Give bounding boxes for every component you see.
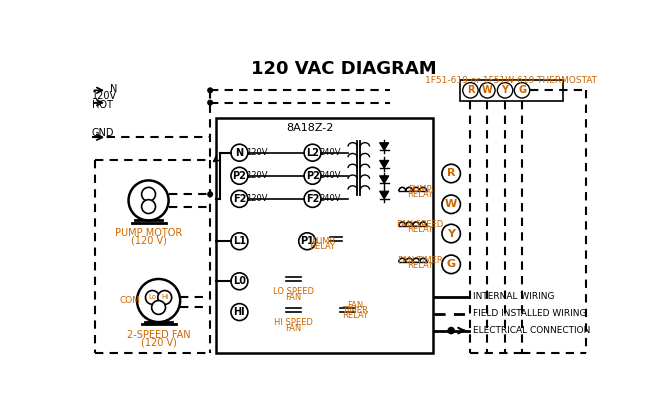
Circle shape [299,233,316,250]
Text: 120V: 120V [247,171,268,180]
Text: 120V: 120V [92,91,117,101]
Circle shape [141,200,155,214]
Text: PUMP: PUMP [409,185,432,194]
Circle shape [141,187,155,201]
Text: R: R [447,168,456,178]
Text: FIELD INSTALLED WIRING: FIELD INSTALLED WIRING [473,309,586,318]
Circle shape [463,83,478,98]
Text: FAN: FAN [285,323,302,333]
Circle shape [208,192,212,197]
Circle shape [304,190,321,207]
Text: L2: L2 [306,147,319,158]
Text: P2: P2 [306,171,320,181]
Circle shape [231,167,248,184]
Polygon shape [380,160,389,168]
Circle shape [129,181,169,220]
Circle shape [208,88,212,93]
Circle shape [137,279,180,322]
Circle shape [448,328,454,334]
Text: L1: L1 [233,236,246,246]
Text: 1F51-619 or 1F51W-619 THERMOSTAT: 1F51-619 or 1F51W-619 THERMOSTAT [425,76,597,85]
Text: 240V: 240V [320,171,341,180]
Text: N: N [110,84,117,94]
Text: INTERNAL WIRING: INTERNAL WIRING [473,292,554,301]
Circle shape [231,273,248,290]
Circle shape [231,233,248,250]
Circle shape [231,190,248,207]
Bar [216,118,433,353]
Circle shape [442,164,460,183]
Text: R: R [467,85,474,95]
Circle shape [231,304,248,321]
Text: HI SPEED: HI SPEED [274,318,313,327]
Text: 8A18Z-2: 8A18Z-2 [286,124,333,133]
Text: FAN: FAN [285,293,302,302]
Circle shape [480,83,495,98]
Text: Lo: Lo [149,295,156,300]
Text: Y: Y [502,85,509,95]
Text: HOT: HOT [92,100,113,110]
Text: RELAY: RELAY [407,190,433,199]
Text: COM: COM [119,296,141,305]
Text: PUMP MOTOR: PUMP MOTOR [115,228,182,238]
Text: P1: P1 [300,236,314,246]
Circle shape [497,83,513,98]
Text: FAN SPEED: FAN SPEED [397,220,444,229]
Text: F2: F2 [306,194,320,204]
Text: W: W [482,85,492,95]
Text: RELAY: RELAY [310,242,336,251]
Polygon shape [380,191,389,199]
Text: 2-SPEED FAN: 2-SPEED FAN [127,330,190,340]
Text: 120V: 120V [247,148,268,157]
Circle shape [304,167,321,184]
Text: 240V: 240V [320,194,341,203]
Text: HI: HI [234,307,245,317]
Polygon shape [380,143,389,150]
Circle shape [515,83,530,98]
Text: G: G [518,85,526,95]
Text: Y: Y [447,228,455,238]
Text: PUMP: PUMP [311,237,334,246]
Text: 240V: 240V [320,148,341,157]
Circle shape [442,255,460,274]
Circle shape [304,144,321,161]
Text: F2: F2 [232,194,246,204]
Text: P2: P2 [232,171,247,181]
Circle shape [158,290,172,304]
Text: 120 VAC DIAGRAM: 120 VAC DIAGRAM [251,60,436,78]
Text: ELECTRICAL CONNECTION: ELECTRICAL CONNECTION [473,326,590,335]
Circle shape [442,195,460,214]
Circle shape [231,144,248,161]
Bar [460,80,563,101]
Text: (120 V): (120 V) [131,236,167,246]
Circle shape [151,300,165,314]
Text: FAN TIMER: FAN TIMER [398,256,443,265]
Text: L0: L0 [233,276,246,286]
Circle shape [208,100,212,105]
Text: W: W [445,199,458,209]
Text: GND: GND [92,129,114,138]
Text: N: N [235,147,243,158]
Text: LO SPEED: LO SPEED [273,287,314,296]
Text: 120V: 120V [247,194,268,203]
Text: FAN: FAN [347,300,363,310]
Text: G: G [447,259,456,269]
Text: (120 V): (120 V) [141,337,176,347]
Text: TIMER: TIMER [342,306,368,315]
Polygon shape [380,176,389,184]
Text: RELAY: RELAY [407,261,433,270]
Text: RELAY: RELAY [407,225,433,234]
Text: RELAY: RELAY [342,311,368,320]
Circle shape [145,290,159,304]
Text: Hi: Hi [161,295,168,300]
Circle shape [442,224,460,243]
